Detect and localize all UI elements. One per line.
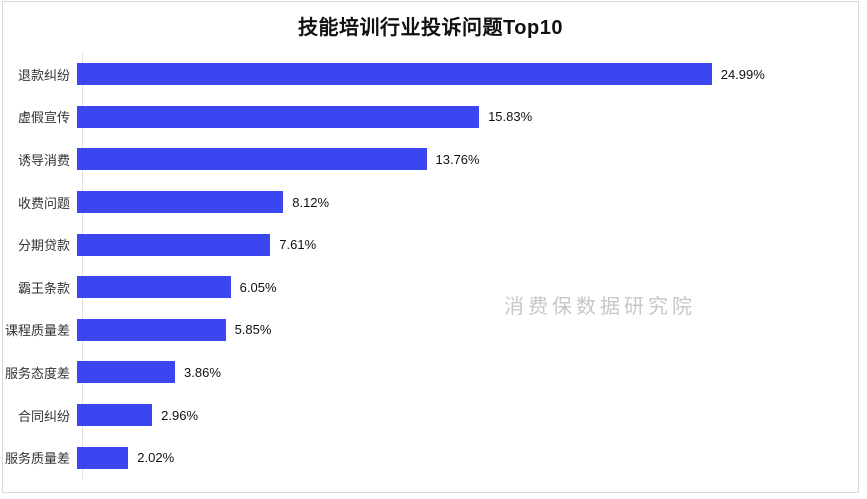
bar-row: 退款纠纷 24.99% (3, 53, 858, 96)
category-label: 退款纠纷 (17, 67, 70, 83)
value-label: 3.86% (184, 364, 221, 380)
bar-row: 课程质量差 5.85% (3, 309, 858, 352)
bar (77, 361, 176, 384)
bar-row: 分期贷款 7.61% (3, 223, 858, 266)
value-label: 13.76% (435, 151, 480, 167)
bar (77, 276, 231, 299)
bar (77, 233, 271, 256)
category-label: 分期贷款 (17, 238, 70, 254)
chart-frame: 技能培训行业投诉问题Top10 退款纠纷 24.99% 虚假宣传 15.83% 诱导消费… (2, 1, 859, 493)
chart-title: 技能培训行业投诉问题Top10 (298, 17, 563, 39)
bar (77, 318, 226, 341)
bar (77, 148, 427, 171)
bar-rows: 退款纠纷 24.99% 虚假宣传 15.83% 诱导消费 13.76% 收费问题 8.12% 分… (3, 53, 858, 479)
category-label: 课程质量差 (4, 323, 70, 339)
bar (77, 404, 153, 427)
bar-row: 服务态度差 3.86% (3, 351, 858, 394)
value-label: 5.85% (234, 322, 272, 338)
bar (77, 105, 480, 128)
category-label: 虚假宣传 (17, 110, 70, 126)
bar-row: 服务质量差 2.02% (3, 436, 858, 479)
value-label: 8.12% (292, 194, 330, 210)
value-label: 15.83% (488, 109, 533, 125)
bar-row: 收费问题 8.12% (3, 181, 858, 224)
value-label: 24.99% (720, 66, 765, 82)
value-label: 2.96% (161, 407, 199, 423)
y-axis-line (82, 53, 83, 479)
watermark-text: 消费保数据研究院 (504, 296, 696, 318)
bar-row: 合同纠纷 2.96% (3, 394, 858, 437)
category-label: 服务质量差 (4, 451, 70, 467)
value-label: 2.02% (137, 450, 175, 466)
category-label: 合同纠纷 (17, 408, 70, 424)
category-label: 服务态度差 (4, 365, 70, 381)
value-label: 6.05% (239, 279, 277, 295)
bar-row: 霸王条款 6.05% (3, 266, 858, 309)
bar (77, 63, 712, 86)
bar (77, 191, 284, 214)
category-label: 诱导消费 (17, 152, 70, 168)
category-label: 霸王条款 (17, 280, 70, 296)
bar-row: 诱导消费 13.76% (3, 138, 858, 181)
bar-chart: 退款纠纷 24.99% 虚假宣传 15.83% 诱导消费 13.76% 收费问题 8.12% 分… (3, 53, 858, 479)
category-label: 收费问题 (17, 195, 70, 211)
bar (77, 446, 129, 469)
value-label: 7.61% (279, 237, 317, 253)
bar-row: 虚假宣传 15.83% (3, 96, 858, 139)
